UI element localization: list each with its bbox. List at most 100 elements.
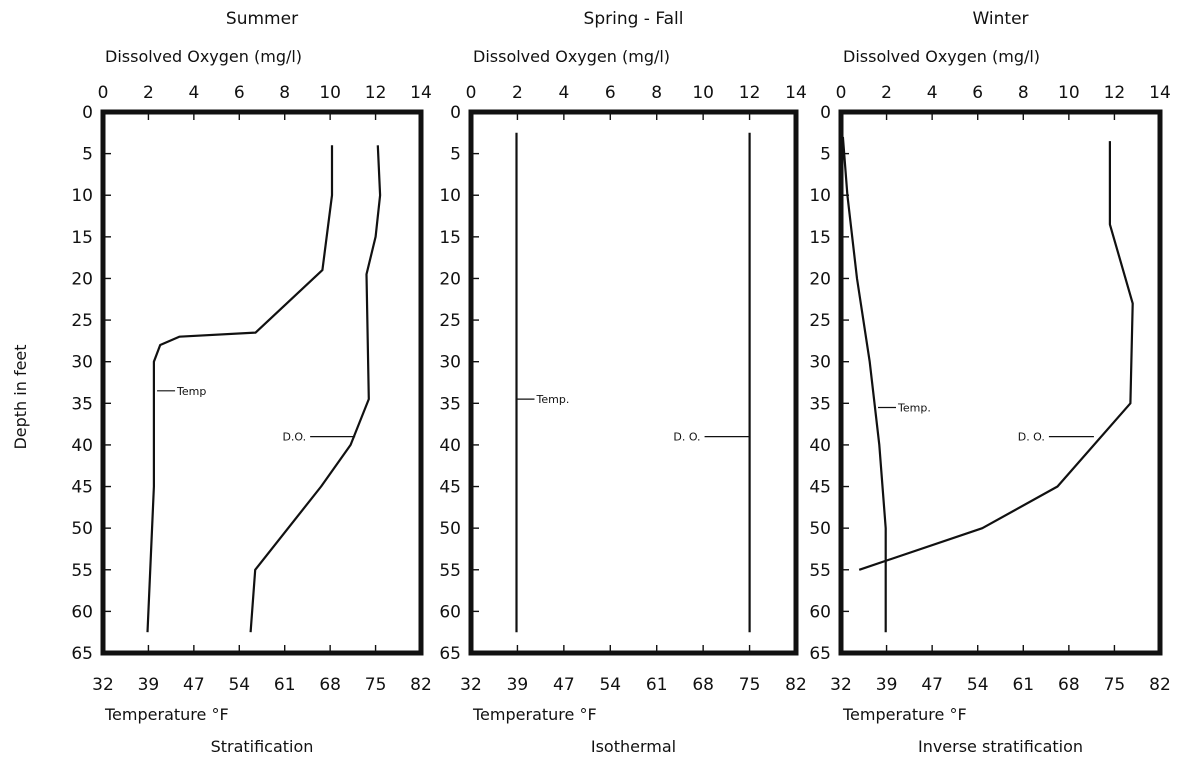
panel-2: Spring - Fall Dissolved Oxygen (mg/l) 0 2 4 6…	[439, 9, 806, 756]
temp-tick-label: 39	[507, 675, 529, 695]
panel-title: Winter	[972, 9, 1028, 29]
depth-tick-label: 25	[439, 311, 461, 331]
do-tick-label: 6	[234, 83, 245, 103]
do-tick-label: 10	[692, 83, 714, 103]
do-tick-label: 4	[558, 83, 569, 103]
do-curve-label: D. O.	[673, 431, 700, 444]
do-tick-label: 10	[1058, 83, 1080, 103]
temp-tick-label: 61	[1012, 675, 1034, 695]
depth-tick-label: 5	[450, 145, 461, 165]
depth-tick-label: 30	[809, 353, 831, 373]
do-tick-label: 10	[319, 83, 341, 103]
depth-tick-label: 20	[809, 269, 831, 289]
panel-caption: Stratification	[211, 737, 314, 756]
do-tick-label: 0	[836, 83, 847, 103]
depth-tick-label: 5	[820, 145, 831, 165]
panel-frame	[468, 109, 799, 656]
depth-tick-label: 25	[809, 311, 831, 331]
depth-tick-label: 60	[71, 602, 93, 622]
depth-tick-label: 30	[439, 353, 461, 373]
y-axis-label: Depth in feet	[11, 344, 30, 449]
depth-tick-label: 15	[71, 228, 93, 248]
do-tick-label: 8	[1018, 83, 1029, 103]
depth-tick-label: 55	[439, 561, 461, 581]
temp-tick-label: 47	[921, 675, 943, 695]
temp-tick-label: 47	[553, 675, 575, 695]
depth-tick-label: 50	[71, 519, 93, 539]
depth-tick-label: 20	[439, 269, 461, 289]
temperature-curve-label: Temp	[176, 385, 206, 398]
depth-tick-label: 45	[439, 478, 461, 498]
do-tick-label: 4	[188, 83, 199, 103]
do-tick-label: 14	[410, 83, 432, 103]
temperature-curve	[841, 136, 887, 633]
temp-tick-label: 61	[274, 675, 296, 695]
depth-tick-label: 35	[439, 394, 461, 414]
depth-tick-label: 55	[71, 561, 93, 581]
top-axis-label: Dissolved Oxygen (mg/l)	[473, 47, 670, 66]
depth-tick-label: 45	[71, 478, 93, 498]
dissolved-oxygen-curve	[249, 145, 382, 633]
do-tick-label: 14	[785, 83, 807, 103]
depth-tick-label: 65	[71, 644, 93, 664]
depth-tick-label: 0	[450, 103, 461, 123]
do-tick-label: 2	[512, 83, 523, 103]
depth-tick-label: 0	[820, 103, 831, 123]
do-tick-label: 12	[739, 83, 761, 103]
depth-tick-label: 30	[71, 353, 93, 373]
temp-tick-label: 68	[692, 675, 714, 695]
temp-tick-label: 82	[410, 675, 432, 695]
depth-tick-label: 0	[82, 103, 93, 123]
temp-tick-label: 75	[365, 675, 387, 695]
do-tick-label: 2	[881, 83, 892, 103]
do-tick-label: 0	[98, 83, 109, 103]
panel-frame	[838, 109, 1163, 656]
do-tick-label: 4	[927, 83, 938, 103]
depth-tick-label: 25	[71, 311, 93, 331]
depth-tick-label: 10	[71, 186, 93, 206]
temp-tick-label: 32	[830, 675, 852, 695]
depth-tick-label: 15	[809, 228, 831, 248]
temp-tick-label: 68	[1058, 675, 1080, 695]
temp-tick-label: 75	[1104, 675, 1126, 695]
depth-tick-label: 40	[809, 436, 831, 456]
depth-tick-label: 60	[809, 602, 831, 622]
depth-tick-label: 40	[71, 436, 93, 456]
temperature-curve	[146, 145, 334, 633]
do-tick-label: 12	[1104, 83, 1126, 103]
depth-tick-label: 60	[439, 602, 461, 622]
top-axis-label: Dissolved Oxygen (mg/l)	[843, 47, 1040, 66]
panel-3: Winter Dissolved Oxygen (mg/l) 0 2 4 6 8 10 12 14…	[809, 9, 1170, 756]
depth-tick-label: 65	[439, 644, 461, 664]
panel-title: Summer	[226, 9, 298, 29]
depth-tick-label: 10	[439, 186, 461, 206]
temperature-curve-label: Temp.	[897, 401, 931, 414]
bottom-axis-label: Temperature °F	[472, 705, 597, 724]
temp-tick-label: 39	[138, 675, 160, 695]
temp-tick-label: 32	[460, 675, 482, 695]
depth-tick-label: 65	[809, 644, 831, 664]
panel-title: Spring - Fall	[584, 9, 684, 29]
depth-tick-label: 40	[439, 436, 461, 456]
panel-caption: Inverse stratification	[918, 737, 1083, 756]
temp-tick-label: 32	[92, 675, 114, 695]
do-tick-label: 8	[279, 83, 290, 103]
do-tick-label: 0	[466, 83, 477, 103]
top-axis-label: Dissolved Oxygen (mg/l)	[105, 47, 302, 66]
bottom-axis-label: Temperature °F	[842, 705, 967, 724]
depth-tick-label: 10	[809, 186, 831, 206]
temp-tick-label: 61	[646, 675, 668, 695]
depth-tick-label: 5	[82, 145, 93, 165]
temp-tick-label: 75	[739, 675, 761, 695]
panel-caption: Isothermal	[591, 737, 676, 756]
depth-tick-label: 50	[809, 519, 831, 539]
do-tick-label: 6	[605, 83, 616, 103]
do-tick-label: 14	[1149, 83, 1171, 103]
do-tick-label: 12	[365, 83, 387, 103]
depth-tick-label: 50	[439, 519, 461, 539]
do-curve-label: D. O.	[1018, 431, 1045, 444]
panel-frame	[100, 109, 424, 656]
